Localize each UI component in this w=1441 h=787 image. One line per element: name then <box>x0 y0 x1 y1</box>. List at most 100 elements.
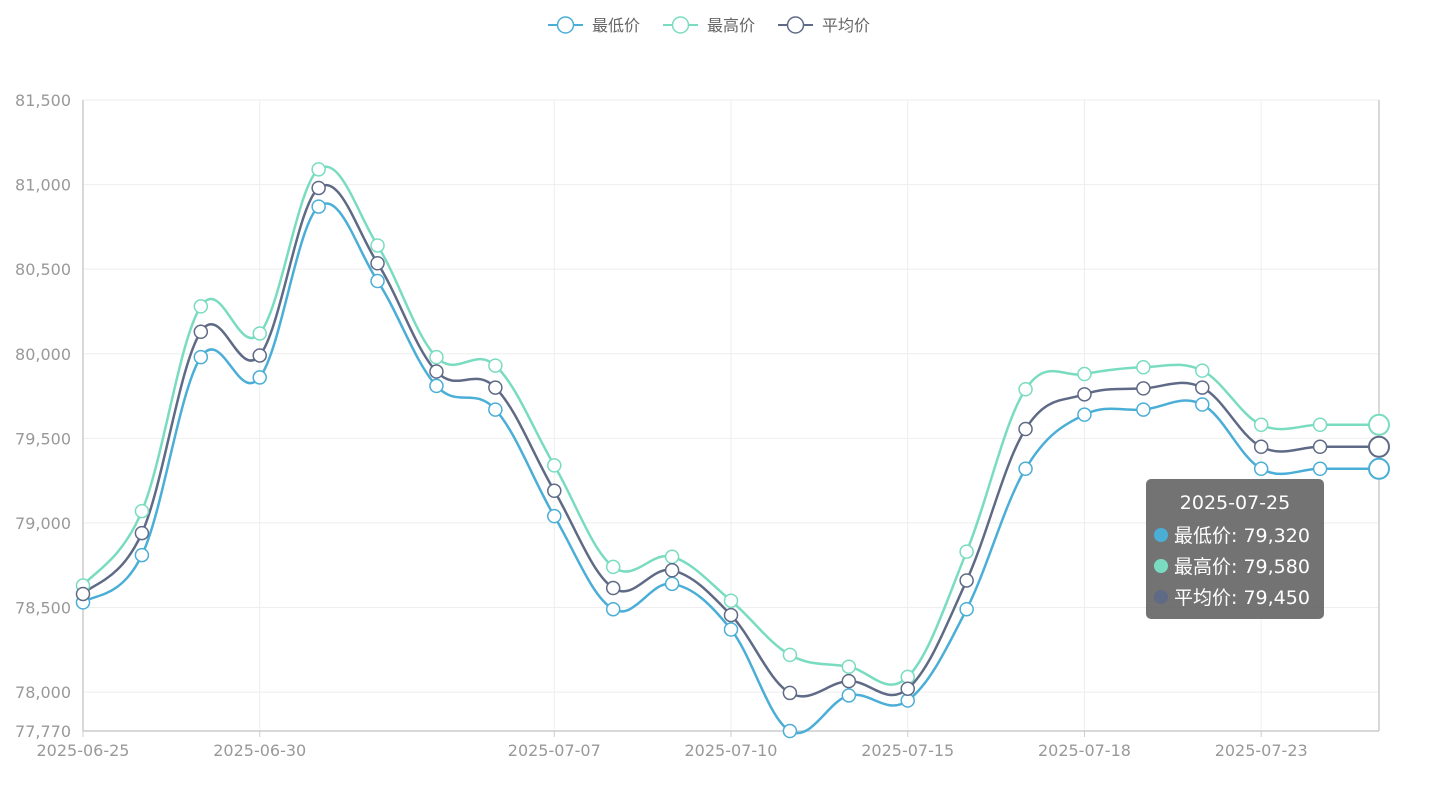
data-point[interactable] <box>723 593 739 608</box>
tooltip-row-low: 最低价: 79,320 <box>1146 519 1324 550</box>
data-point[interactable] <box>429 378 444 394</box>
data-point[interactable] <box>134 547 150 563</box>
y-tick-label: 78,500 <box>15 599 71 618</box>
data-point[interactable] <box>547 483 562 499</box>
data-point[interactable] <box>1368 413 1390 436</box>
data-point[interactable] <box>1253 461 1269 477</box>
data-point[interactable] <box>723 622 739 637</box>
data-point[interactable] <box>193 324 209 340</box>
tooltip: 2025-07-25 最低价: 79,320 最高价: 79,580 平均价: … <box>1146 479 1324 619</box>
series-group <box>75 162 1390 739</box>
data-point[interactable] <box>311 162 326 177</box>
legend[interactable]: 最低价 最高价 平均价 <box>548 16 870 35</box>
data-point[interactable] <box>429 364 444 379</box>
data-point[interactable] <box>1077 366 1092 382</box>
data-point[interactable] <box>959 573 974 588</box>
legend-marker <box>786 16 805 34</box>
axes: 81,500 81,000 80,500 80,000 79,500 79,000 78,5… <box>15 91 1380 760</box>
y-tick-label: 78,000 <box>15 683 71 702</box>
data-point[interactable] <box>605 559 621 575</box>
x-tick-label: 2025-06-25 <box>37 741 130 760</box>
data-point[interactable] <box>1195 363 1210 378</box>
data-point[interactable] <box>782 647 798 663</box>
data-point[interactable] <box>1253 417 1269 433</box>
tooltip-row-high: 最高价: 79,580 <box>1146 550 1324 581</box>
data-point[interactable] <box>547 458 562 473</box>
data-point[interactable] <box>900 669 915 685</box>
data-point[interactable] <box>959 544 974 559</box>
data-point[interactable] <box>429 349 444 365</box>
y-tick-label: 79,000 <box>15 514 71 533</box>
y-tick-label: 80,500 <box>15 260 71 279</box>
data-point[interactable] <box>900 693 915 708</box>
data-point[interactable] <box>370 273 385 289</box>
legend-item[interactable]: 平均价 <box>778 16 870 35</box>
legend-item[interactable]: 最低价 <box>548 16 640 35</box>
data-point[interactable] <box>605 601 621 617</box>
data-point[interactable] <box>605 580 621 596</box>
data-point[interactable] <box>370 238 385 253</box>
data-point[interactable] <box>664 549 680 565</box>
data-point[interactable] <box>664 576 680 592</box>
data-point[interactable] <box>723 607 739 623</box>
data-point[interactable] <box>1312 461 1328 477</box>
data-point[interactable] <box>1195 380 1210 395</box>
tooltip-dot-avg <box>1154 589 1168 604</box>
y-tick-label: 81,500 <box>15 91 71 110</box>
data-point[interactable] <box>488 402 503 417</box>
data-point[interactable] <box>370 255 385 271</box>
data-point[interactable] <box>488 380 503 395</box>
data-point[interactable] <box>900 681 915 696</box>
y-tick-label: 79,500 <box>15 429 71 448</box>
tooltip-title: 2025-07-25 <box>1179 492 1291 514</box>
x-tick-label: 2025-07-18 <box>1038 741 1131 760</box>
data-point[interactable] <box>193 299 209 314</box>
data-point[interactable] <box>1018 421 1033 437</box>
data-point[interactable] <box>959 601 974 617</box>
data-point[interactable] <box>1368 457 1390 480</box>
data-point[interactable] <box>488 358 503 373</box>
data-point[interactable] <box>252 370 267 385</box>
data-point[interactable] <box>1368 435 1390 458</box>
data-point[interactable] <box>782 685 798 701</box>
y-tick-label: 81,000 <box>15 176 71 195</box>
data-point[interactable] <box>134 503 150 519</box>
x-tick-label: 2025-06-30 <box>213 741 306 760</box>
data-point[interactable] <box>1077 387 1092 402</box>
data-point[interactable] <box>1136 360 1151 375</box>
legend-item[interactable]: 最高价 <box>663 16 755 35</box>
data-point[interactable] <box>252 348 267 363</box>
data-point[interactable] <box>1077 407 1092 422</box>
data-point[interactable] <box>1018 382 1033 397</box>
data-point[interactable] <box>311 180 326 196</box>
data-point[interactable] <box>1136 381 1151 396</box>
data-point[interactable] <box>841 673 857 689</box>
data-point[interactable] <box>1195 397 1210 412</box>
data-point[interactable] <box>1253 439 1269 455</box>
legend-marker <box>556 16 575 34</box>
tooltip-text-high: 最高价: 79,580 <box>1174 556 1310 578</box>
data-point[interactable] <box>547 508 562 524</box>
data-point[interactable] <box>664 563 680 578</box>
legend-label: 平均价 <box>822 16 870 35</box>
data-point[interactable] <box>311 199 326 214</box>
data-point[interactable] <box>1018 461 1033 477</box>
data-point[interactable] <box>75 586 91 602</box>
data-point[interactable] <box>841 659 857 674</box>
x-tick-label: 2025-07-23 <box>1215 741 1308 760</box>
x-tick-label: 2025-07-10 <box>685 741 778 760</box>
tooltip-dot-high <box>1154 558 1168 573</box>
data-point[interactable] <box>1136 402 1151 417</box>
data-point[interactable] <box>1312 439 1328 455</box>
data-point[interactable] <box>841 688 857 703</box>
tooltip-text-avg: 平均价: 79,450 <box>1174 587 1310 609</box>
data-point[interactable] <box>782 723 798 739</box>
data-point[interactable] <box>252 326 267 341</box>
data-point[interactable] <box>134 525 150 541</box>
data-point[interactable] <box>193 349 209 365</box>
data-point[interactable] <box>1312 417 1328 433</box>
legend-label: 最高价 <box>707 16 755 35</box>
legend-label: 最低价 <box>592 16 640 35</box>
legend-marker <box>671 16 690 34</box>
